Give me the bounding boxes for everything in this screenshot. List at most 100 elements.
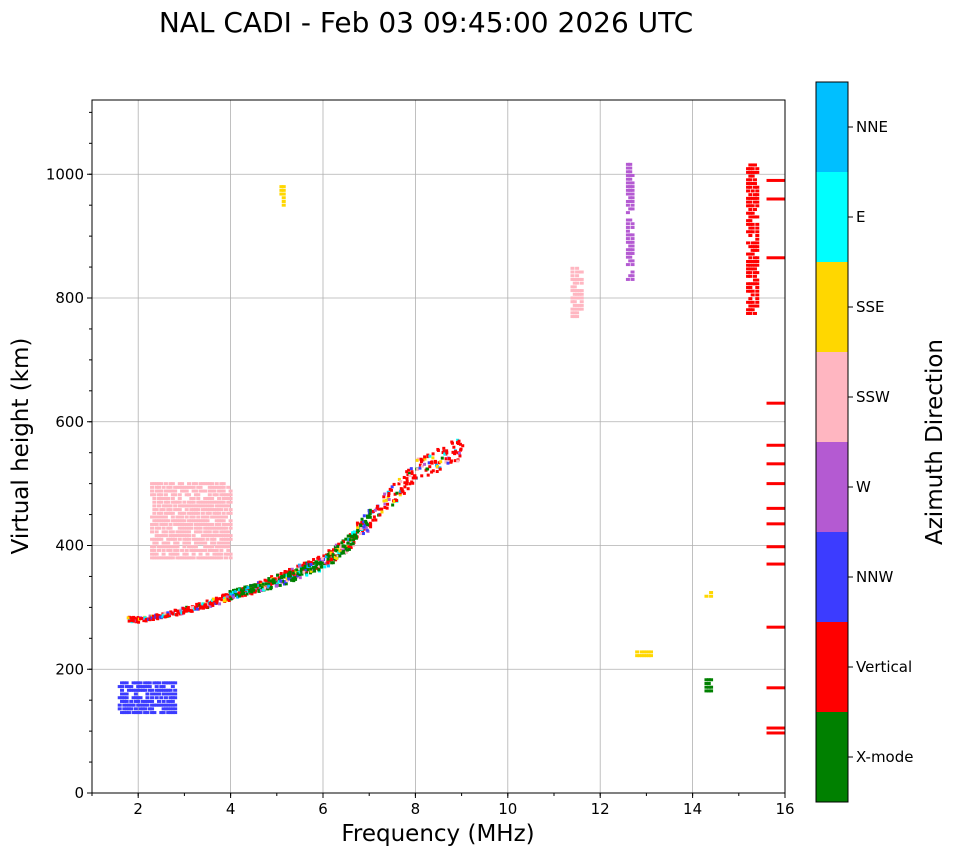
echo-mark xyxy=(189,500,194,504)
echo-mark xyxy=(291,577,295,581)
echo-mark xyxy=(752,256,757,260)
echo-mark xyxy=(150,526,155,530)
echo-mark xyxy=(319,561,323,565)
echo-mark xyxy=(182,485,187,489)
echo-mark xyxy=(331,561,335,565)
echo-mark xyxy=(177,556,182,560)
echo-mark xyxy=(399,480,403,484)
echo-mark xyxy=(173,711,178,715)
echo-mark xyxy=(373,508,377,512)
echo-mark xyxy=(281,199,286,203)
echo-mark xyxy=(218,597,222,601)
colorbar-segment xyxy=(816,172,848,262)
echo-mark xyxy=(572,277,577,281)
echo-mark xyxy=(223,504,228,508)
echo-mark xyxy=(124,703,129,707)
echo-mark xyxy=(126,616,130,620)
echo-mark xyxy=(196,537,201,541)
echo-mark xyxy=(452,445,456,449)
echo-mark xyxy=(575,315,580,319)
echo-mark xyxy=(166,485,171,489)
echo-mark xyxy=(122,707,127,711)
echo-mark xyxy=(257,589,261,593)
echo-mark xyxy=(344,550,348,554)
echo-mark xyxy=(184,541,189,545)
echo-mark xyxy=(198,504,203,508)
echo-mark xyxy=(150,711,155,715)
echo-mark xyxy=(200,508,205,512)
echo-mark xyxy=(166,526,171,530)
echo-mark xyxy=(196,541,201,545)
echo-mark xyxy=(159,515,164,519)
echo-mark xyxy=(426,473,430,477)
echo-mark xyxy=(205,552,210,556)
echo-mark xyxy=(152,508,157,512)
echo-mark xyxy=(628,244,633,248)
echo-mark xyxy=(445,449,449,453)
echo-mark xyxy=(375,507,379,511)
echo-mark xyxy=(189,548,194,552)
echo-mark xyxy=(344,547,348,551)
echo-mark xyxy=(229,592,233,596)
echo-mark xyxy=(152,537,157,541)
echo-mark xyxy=(161,541,166,545)
echo-mark xyxy=(212,530,217,534)
echo-mark xyxy=(331,548,335,552)
echo-mark xyxy=(625,229,630,233)
echo-mark xyxy=(402,491,406,495)
echo-mark xyxy=(163,615,167,619)
echo-mark xyxy=(217,541,222,545)
echo-mark xyxy=(630,259,635,263)
echo-mark xyxy=(371,518,375,522)
echo-mark xyxy=(570,300,575,304)
echo-mark xyxy=(748,300,753,304)
echo-mark xyxy=(706,678,711,682)
echo-mark xyxy=(351,535,355,539)
echo-mark xyxy=(324,555,328,559)
echo-mark xyxy=(423,462,427,466)
echo-mark xyxy=(214,548,219,552)
echo-mark xyxy=(163,489,168,493)
echo-mark xyxy=(210,545,215,549)
echo-mark xyxy=(221,485,226,489)
echo-mark xyxy=(228,534,233,538)
echo-mark xyxy=(630,192,635,196)
echo-mark xyxy=(374,518,378,522)
echo-mark xyxy=(243,593,247,597)
echo-mark xyxy=(197,602,201,606)
echo-mark xyxy=(196,500,201,504)
echo-mark xyxy=(755,259,760,263)
echo-mark xyxy=(129,688,134,692)
echo-mark xyxy=(309,562,313,566)
echo-mark xyxy=(755,170,760,174)
echo-mark xyxy=(630,244,635,248)
echo-mark xyxy=(193,504,198,508)
echo-mark xyxy=(163,688,168,692)
echo-mark xyxy=(577,296,582,300)
echo-mark xyxy=(237,591,241,595)
echo-mark xyxy=(163,681,168,685)
echo-mark xyxy=(709,594,714,598)
echo-mark xyxy=(299,569,303,573)
echo-mark xyxy=(131,681,136,685)
echo-mark xyxy=(159,489,164,493)
echo-mark xyxy=(168,482,173,486)
echo-mark xyxy=(752,178,757,182)
echo-mark xyxy=(577,270,582,274)
echo-mark xyxy=(189,511,194,515)
echo-mark xyxy=(570,307,575,311)
echo-mark xyxy=(748,289,753,293)
echo-mark xyxy=(203,526,208,530)
echo-mark xyxy=(748,193,753,197)
echo-mark xyxy=(147,707,152,711)
echo-mark xyxy=(572,303,577,307)
echo-mark xyxy=(291,575,295,579)
echo-mark xyxy=(196,493,201,497)
echo-mark xyxy=(180,611,184,615)
echo-mark xyxy=(217,526,222,530)
echo-mark xyxy=(152,545,157,549)
echo-mark xyxy=(193,545,198,549)
echo-mark xyxy=(349,546,353,550)
echo-mark xyxy=(251,587,255,591)
echo-mark xyxy=(173,508,178,512)
